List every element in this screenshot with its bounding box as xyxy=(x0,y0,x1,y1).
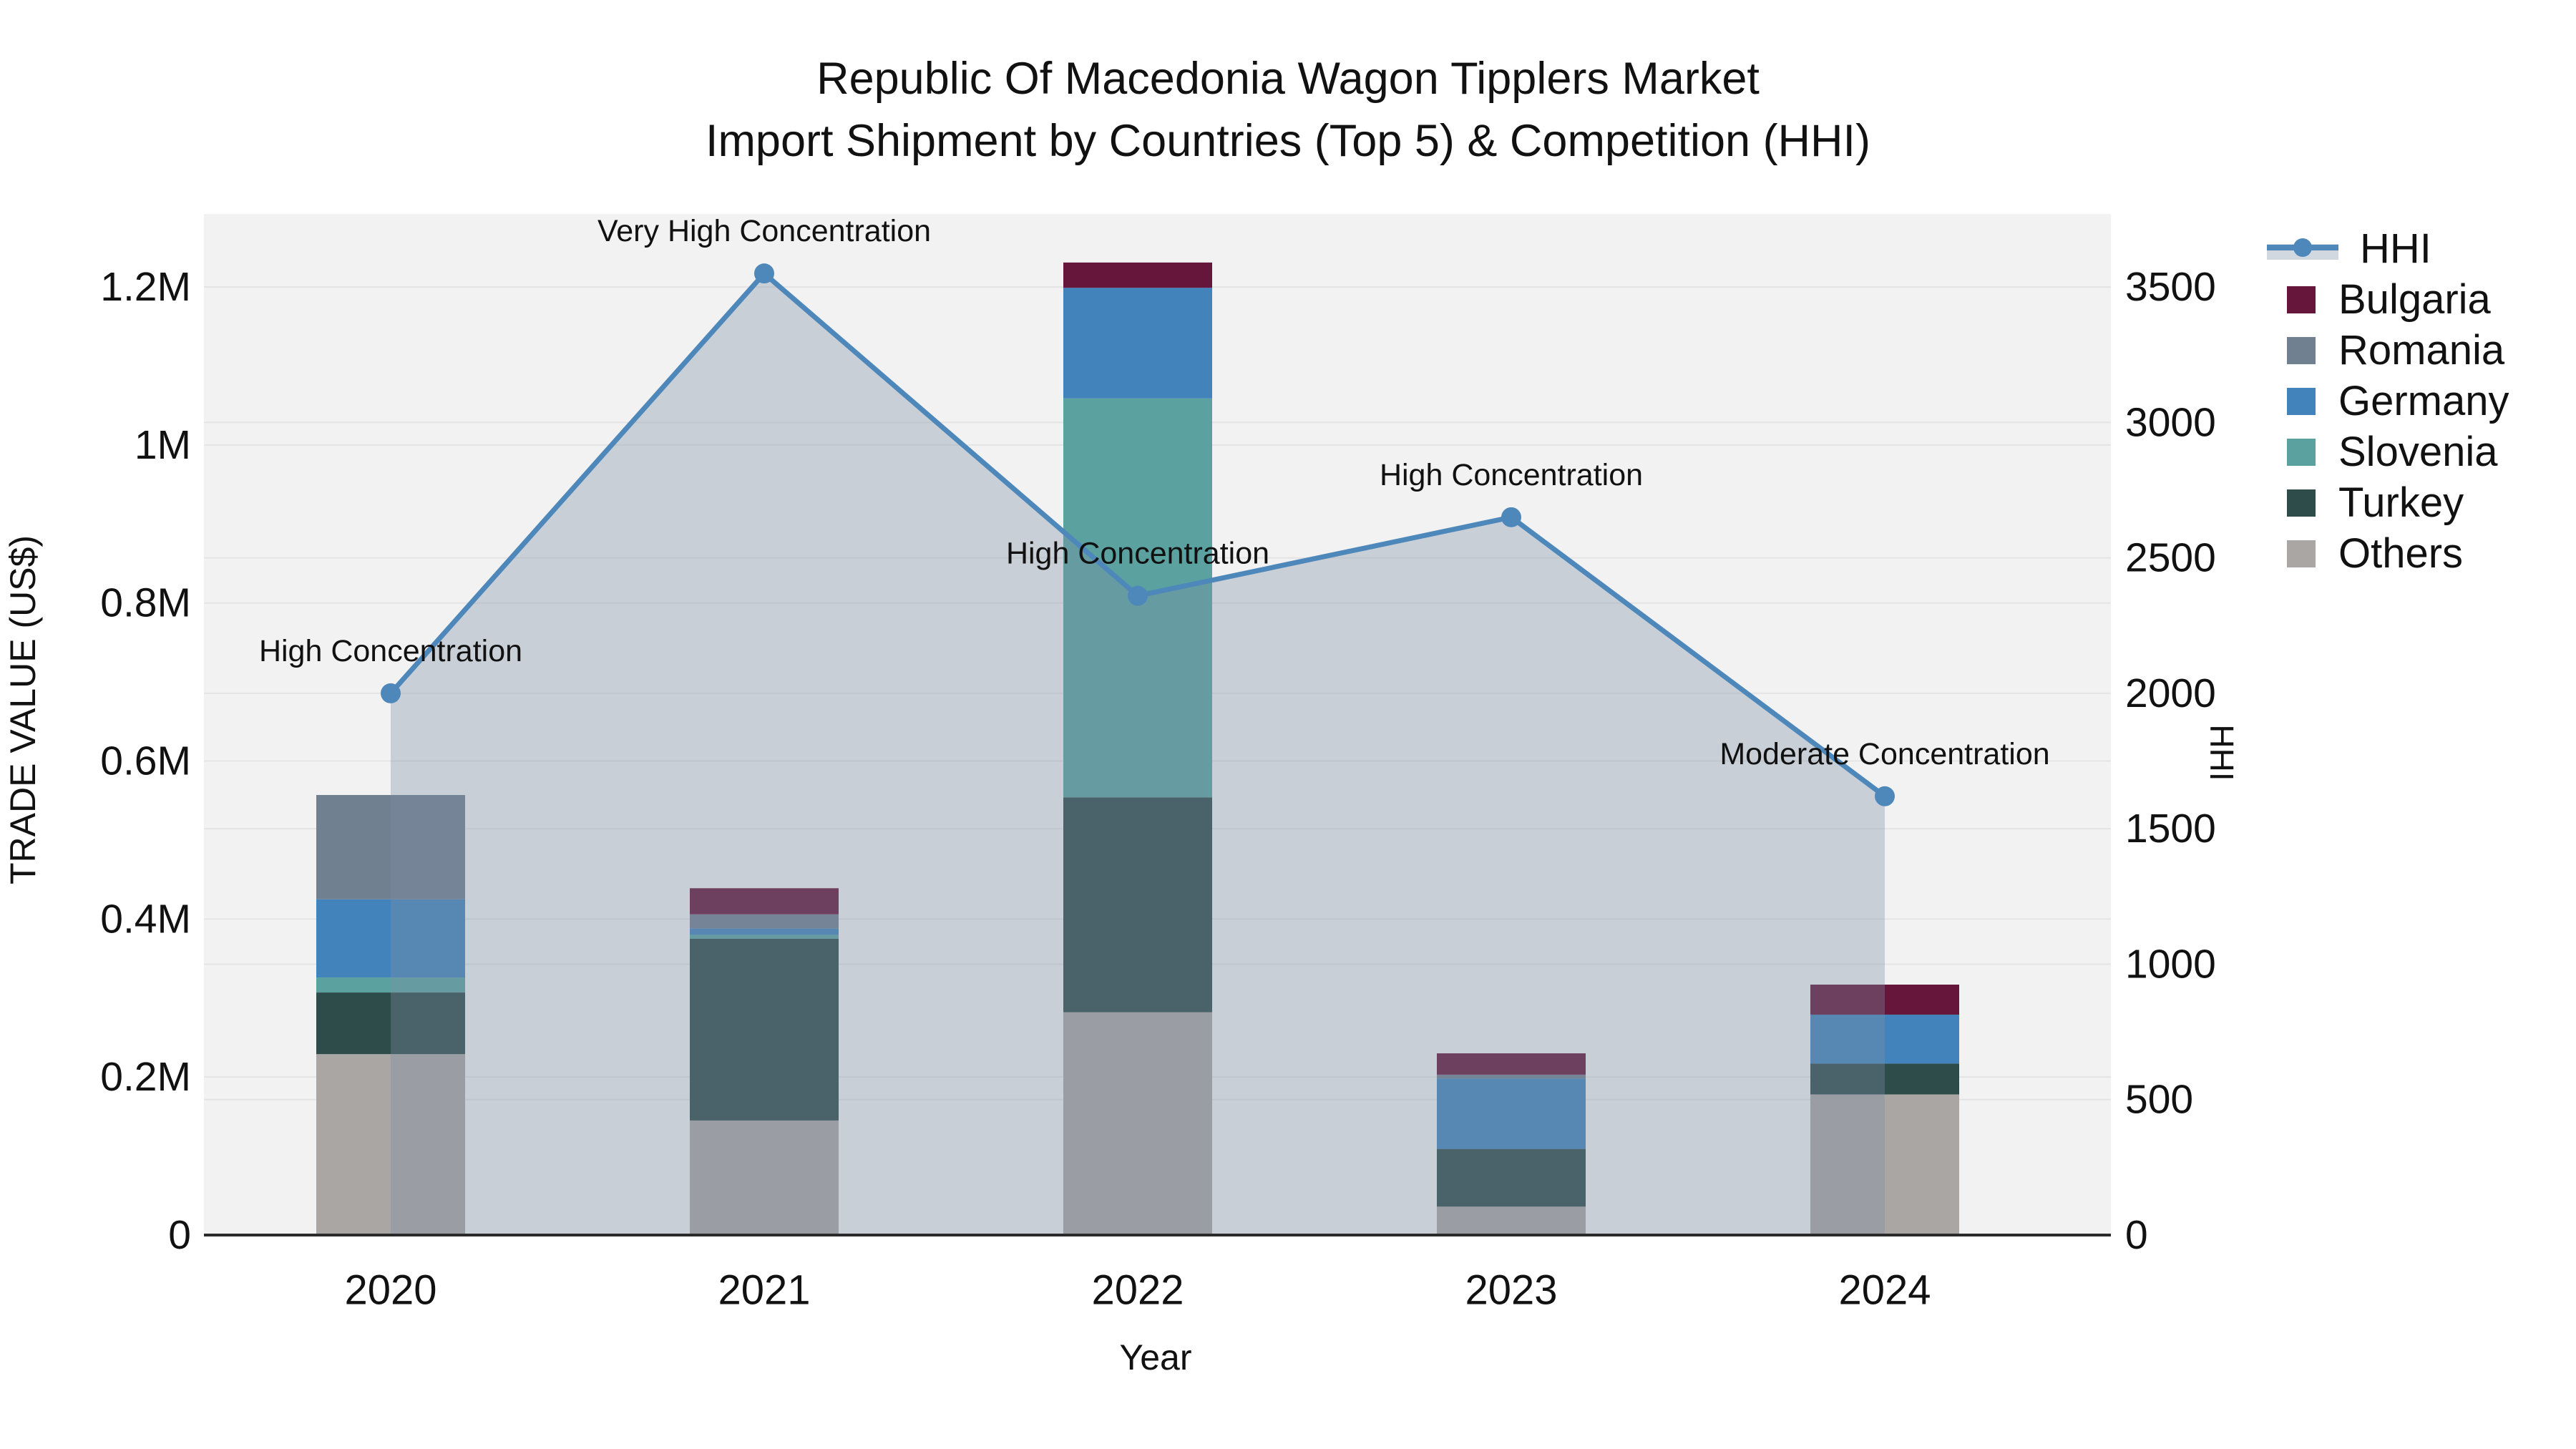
legend-item-others: Others xyxy=(2267,528,2575,579)
legend-item-romania: Romania xyxy=(2267,325,2575,376)
bar-segment-bulgaria xyxy=(1063,262,1212,288)
legend-label: Romania xyxy=(2338,327,2505,374)
legend-item-slovenia: Slovenia xyxy=(2267,426,2575,477)
bar-segment-germany xyxy=(1810,1014,1959,1064)
bar-segment-others xyxy=(1810,1094,1959,1235)
bar-segment-germany xyxy=(316,899,465,978)
bar-segment-turkey xyxy=(1063,797,1212,1013)
hhi-marker xyxy=(1128,585,1148,606)
x-tick-label: 2023 xyxy=(1465,1267,1557,1314)
hhi-marker xyxy=(1875,786,1895,806)
legend-label: Bulgaria xyxy=(2338,276,2491,323)
bar-segment-bulgaria xyxy=(1437,1053,1586,1075)
legend-swatch-icon xyxy=(2287,286,2316,313)
right-tick-label: 2000 xyxy=(2125,670,2216,716)
hhi-annotation: Very High Concentration xyxy=(597,214,931,248)
legend-label: Germany xyxy=(2338,378,2509,424)
bar-segment-others xyxy=(316,1054,465,1235)
bar-segment-bulgaria xyxy=(690,888,839,914)
left-tick-label: 1.2M xyxy=(100,264,191,310)
right-axis-title: HHI xyxy=(2203,724,2240,781)
chart-title-line1: Republic Of Macedonia Wagon Tipplers Mar… xyxy=(816,54,1760,104)
legend-item-bulgaria: Bulgaria xyxy=(2267,274,2575,325)
x-tick-label: 2020 xyxy=(344,1267,436,1314)
hhi-marker xyxy=(754,263,774,284)
hhi-area xyxy=(391,273,1885,1235)
bar-segment-germany xyxy=(690,928,839,935)
legend-swatch-icon xyxy=(2287,438,2316,466)
bar-segment-romania xyxy=(1437,1074,1586,1079)
left-axis-title: TRADE VALUE (US$) xyxy=(3,535,43,885)
left-tick-label: 1M xyxy=(135,422,191,468)
right-tick-label: 500 xyxy=(2125,1077,2193,1123)
bar-segment-turkey xyxy=(316,992,465,1055)
bar-segment-others xyxy=(1063,1012,1212,1235)
hhi-annotation: High Concentration xyxy=(1380,458,1643,492)
right-tick-label: 1500 xyxy=(2125,806,2216,852)
right-tick-label: 3500 xyxy=(2125,264,2216,310)
left-tick-label: 0.2M xyxy=(100,1054,191,1100)
bar-segment-slovenia xyxy=(690,935,839,939)
left-tick-label: 0.8M xyxy=(100,580,191,626)
left-tick-label: 0 xyxy=(168,1212,191,1258)
hhi-line-sample-icon xyxy=(2267,235,2338,263)
legend-label: Others xyxy=(2338,530,2464,577)
legend-label: Turkey xyxy=(2338,479,2464,526)
legend-swatch-icon xyxy=(2287,489,2316,517)
legend-swatch-icon xyxy=(2287,336,2316,364)
x-tick-label: 2022 xyxy=(1091,1267,1184,1314)
legend: HHI Bulgaria Romania Germany Slovenia Turkey O… xyxy=(2267,223,2575,579)
left-tick-label: 0.6M xyxy=(100,738,191,784)
bar-segment-romania xyxy=(690,914,839,929)
bar-segment-romania xyxy=(316,795,465,899)
x-tick-label: 2021 xyxy=(718,1267,810,1314)
x-tick-label: 2024 xyxy=(1838,1267,1931,1314)
bar-segment-germany xyxy=(1063,288,1212,399)
hhi-annotation: Moderate Concentration xyxy=(1719,737,2049,771)
legend-item-germany: Germany xyxy=(2267,376,2575,426)
right-tick-label: 0 xyxy=(2125,1212,2148,1258)
left-tick-label: 0.4M xyxy=(100,896,191,942)
legend-label: Slovenia xyxy=(2338,429,2498,475)
legend-label: HHI xyxy=(2360,225,2431,272)
bar-segment-turkey xyxy=(690,938,839,1121)
legend-item-hhi: HHI xyxy=(2267,223,2575,274)
right-tick-label: 1000 xyxy=(2125,941,2216,987)
right-tick-label: 2500 xyxy=(2125,535,2216,581)
legend-item-turkey: Turkey xyxy=(2267,477,2575,528)
hhi-annotation: High Concentration xyxy=(1006,537,1269,571)
hhi-marker xyxy=(381,683,401,703)
bar-segment-turkey xyxy=(1437,1148,1586,1207)
bar-segment-slovenia xyxy=(316,977,465,993)
bar-segment-others xyxy=(1437,1206,1586,1235)
hhi-annotation: High Concentration xyxy=(259,634,522,668)
chart-title-line2: Import Shipment by Countries (Top 5) & C… xyxy=(705,116,1871,166)
bar-segment-germany xyxy=(1437,1078,1586,1149)
bar-segment-bulgaria xyxy=(1810,985,1959,1015)
bar-segment-turkey xyxy=(1810,1063,1959,1095)
x-axis-title: Year xyxy=(1119,1337,1192,1377)
hhi-marker xyxy=(1501,507,1521,527)
legend-swatch-icon xyxy=(2287,387,2316,415)
legend-swatch-icon xyxy=(2287,540,2316,567)
right-tick-label: 3000 xyxy=(2125,399,2216,445)
bar-segment-others xyxy=(690,1120,839,1235)
